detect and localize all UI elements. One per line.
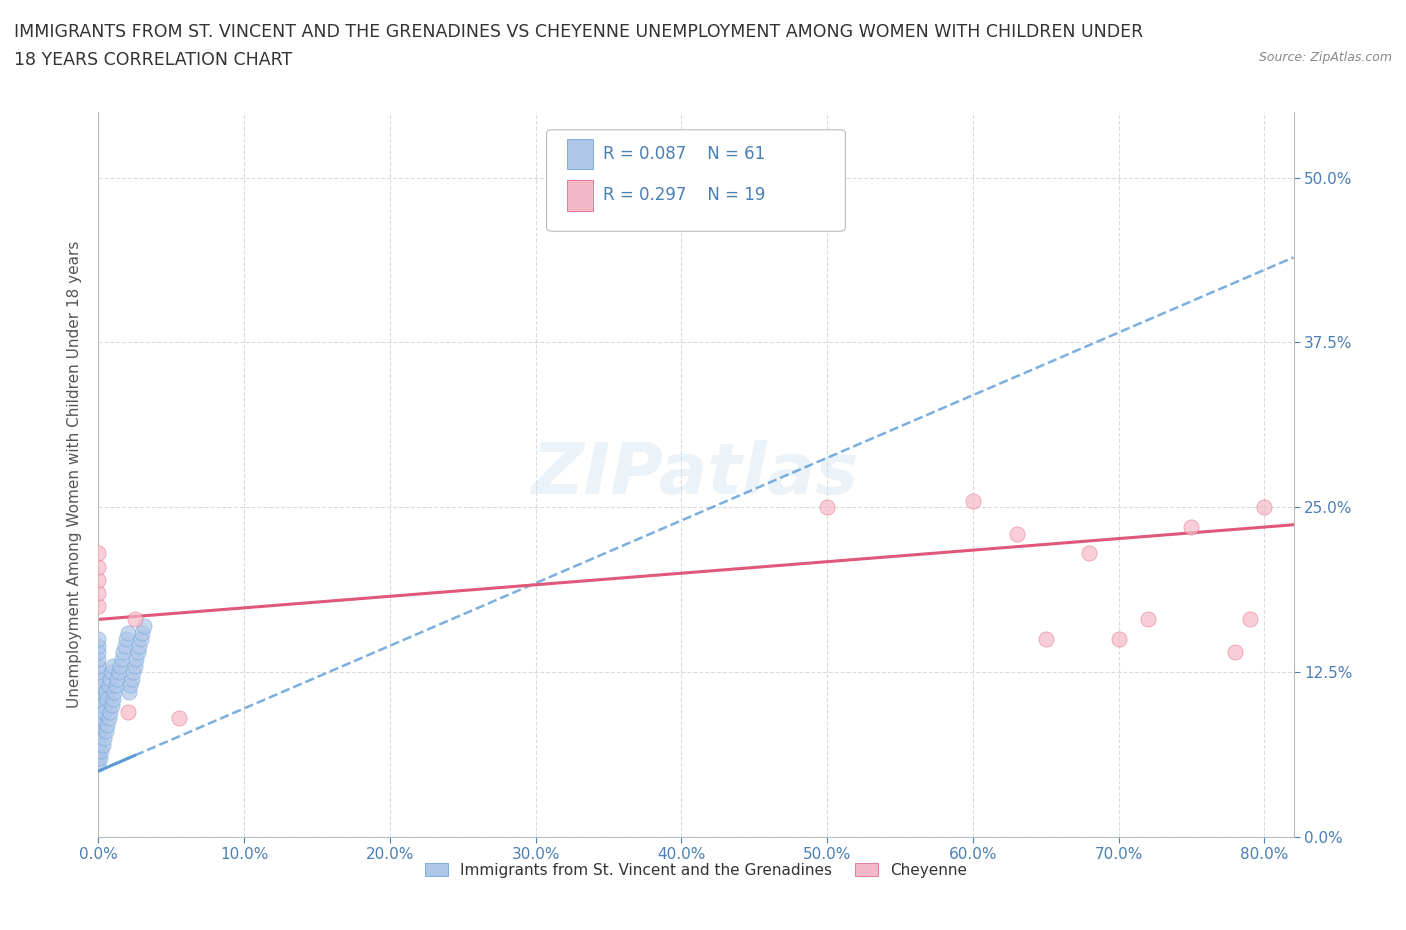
- Point: [87, 717, 110, 732]
- Point: [97, 678, 120, 693]
- Point: [104, 678, 127, 693]
- Text: R = 0.087    N = 61: R = 0.087 N = 61: [603, 145, 765, 163]
- Point: [1180, 520, 1202, 535]
- Point: [132, 618, 155, 633]
- Point: [87, 711, 110, 725]
- Point: [87, 751, 110, 765]
- Point: [101, 658, 124, 673]
- Point: [815, 499, 838, 514]
- Point: [87, 586, 110, 601]
- Point: [122, 665, 145, 680]
- Text: ZIPatlas: ZIPatlas: [533, 440, 859, 509]
- Legend: Immigrants from St. Vincent and the Grenadines, Cheyenne: Immigrants from St. Vincent and the Gren…: [419, 857, 973, 884]
- Point: [87, 546, 110, 561]
- Point: [87, 671, 110, 686]
- Point: [167, 711, 190, 725]
- Point: [112, 644, 135, 659]
- Point: [110, 658, 132, 673]
- Point: [1136, 612, 1159, 627]
- Point: [98, 671, 121, 686]
- Point: [89, 751, 111, 765]
- Point: [131, 625, 153, 640]
- Point: [1078, 546, 1101, 561]
- Point: [87, 631, 110, 646]
- Point: [118, 684, 141, 699]
- Text: 18 YEARS CORRELATION CHART: 18 YEARS CORRELATION CHART: [14, 51, 292, 69]
- Point: [87, 724, 110, 739]
- Point: [87, 691, 110, 706]
- Point: [87, 731, 110, 746]
- Point: [87, 744, 110, 759]
- Point: [87, 698, 110, 712]
- Point: [87, 737, 110, 752]
- Point: [103, 684, 125, 699]
- FancyBboxPatch shape: [547, 130, 845, 232]
- Point: [91, 737, 114, 752]
- Point: [125, 652, 148, 667]
- Point: [111, 652, 134, 667]
- Point: [128, 638, 150, 653]
- Point: [100, 665, 122, 680]
- Point: [962, 493, 984, 508]
- Point: [87, 559, 110, 574]
- Point: [87, 638, 110, 653]
- Point: [87, 665, 110, 680]
- Point: [124, 612, 146, 627]
- Point: [96, 691, 118, 706]
- Point: [101, 691, 124, 706]
- Point: [87, 599, 110, 614]
- Point: [93, 704, 115, 719]
- Point: [87, 572, 110, 587]
- Point: [1225, 644, 1247, 659]
- Point: [117, 704, 139, 719]
- Point: [87, 644, 110, 659]
- Point: [1108, 631, 1130, 646]
- Point: [90, 711, 112, 725]
- FancyBboxPatch shape: [567, 180, 593, 211]
- Point: [121, 671, 143, 686]
- Point: [98, 704, 121, 719]
- Point: [90, 744, 112, 759]
- Point: [87, 678, 110, 693]
- Point: [127, 644, 149, 659]
- Point: [87, 704, 110, 719]
- FancyBboxPatch shape: [567, 139, 593, 169]
- Y-axis label: Unemployment Among Women with Children Under 18 years: Unemployment Among Women with Children U…: [66, 241, 82, 708]
- Point: [124, 658, 146, 673]
- Point: [1253, 499, 1275, 514]
- Point: [105, 671, 128, 686]
- Point: [115, 631, 138, 646]
- Point: [93, 731, 115, 746]
- Point: [87, 757, 110, 772]
- Point: [108, 665, 131, 680]
- Point: [87, 658, 110, 673]
- Text: Source: ZipAtlas.com: Source: ZipAtlas.com: [1258, 51, 1392, 64]
- Point: [87, 652, 110, 667]
- Point: [114, 638, 136, 653]
- Point: [129, 631, 152, 646]
- Point: [91, 698, 114, 712]
- Point: [89, 724, 111, 739]
- Point: [117, 625, 139, 640]
- Point: [94, 724, 117, 739]
- Point: [96, 717, 118, 732]
- Point: [1005, 526, 1028, 541]
- Point: [87, 684, 110, 699]
- Text: IMMIGRANTS FROM ST. VINCENT AND THE GRENADINES VS CHEYENNE UNEMPLOYMENT AMONG WO: IMMIGRANTS FROM ST. VINCENT AND THE GREN…: [14, 23, 1143, 41]
- Point: [100, 698, 122, 712]
- Point: [97, 711, 120, 725]
- Point: [120, 678, 142, 693]
- Point: [1239, 612, 1261, 627]
- Point: [1035, 631, 1057, 646]
- Point: [94, 684, 117, 699]
- Text: R = 0.297    N = 19: R = 0.297 N = 19: [603, 186, 765, 205]
